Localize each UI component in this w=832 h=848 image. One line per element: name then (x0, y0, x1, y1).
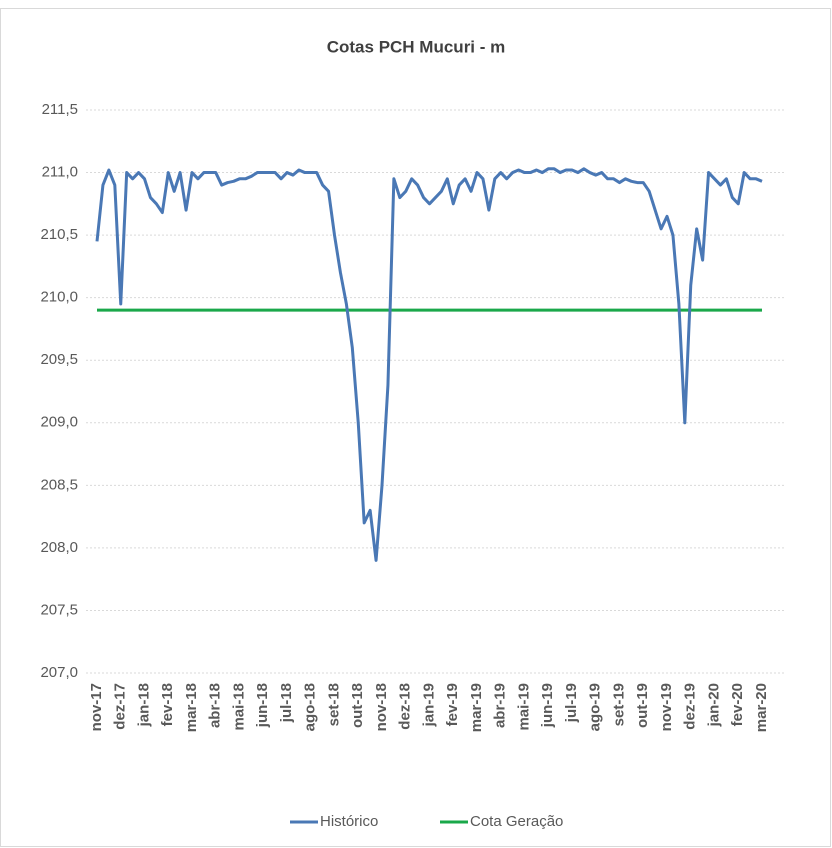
x-tick-label: dez-19 (682, 683, 699, 730)
legend-label: Cota Geração (470, 813, 563, 830)
x-tick-label: mar-18 (183, 683, 200, 732)
y-tick-label: 211,5 (42, 101, 78, 118)
x-tick-label: jun-19 (539, 683, 556, 728)
x-tick-label: ago-18 (302, 683, 319, 731)
x-tick-label: dez-18 (397, 683, 414, 730)
y-tick-label: 211,0 (42, 164, 78, 181)
series-line (95, 167, 763, 562)
x-tick-label: nov-18 (373, 683, 390, 731)
x-tick-label: jul-19 (563, 683, 580, 723)
x-tick-label: dez-17 (112, 683, 129, 730)
x-tick-label: jul-18 (278, 683, 295, 723)
y-tick-label: 208,5 (40, 476, 78, 493)
y-tick-label: 210,5 (40, 226, 78, 243)
x-tick-label: set-18 (325, 683, 342, 726)
x-tick-label: ago-19 (587, 683, 604, 731)
x-tick-label: mai-18 (230, 683, 247, 731)
x-tick-label: mar-19 (468, 683, 485, 732)
x-tick-label: abr-18 (207, 683, 224, 728)
x-tick-label: fev-18 (159, 683, 176, 726)
x-tick-label: fev-20 (729, 683, 746, 726)
x-tick-label: out-18 (349, 683, 366, 728)
x-tick-label: jan-18 (135, 683, 152, 727)
x-tick-label: set-19 (610, 683, 627, 726)
y-tick-label: 207,0 (40, 664, 78, 681)
chart-border (0, 8, 831, 847)
y-tick-label: 209,0 (40, 414, 78, 431)
chart-title: Cotas PCH Mucuri - m (327, 37, 506, 56)
x-tick-label: fev-19 (444, 683, 461, 726)
x-tick-label: abr-19 (492, 683, 509, 728)
x-tick-label: jan-20 (705, 683, 722, 727)
x-tick-label: mai-19 (515, 683, 532, 731)
x-tick-label: jan-19 (420, 683, 437, 727)
x-tick-label: out-19 (634, 683, 651, 728)
x-tick-label: mar-20 (753, 683, 770, 732)
y-tick-label: 209,5 (40, 351, 78, 368)
x-tick-label: jun-18 (254, 683, 271, 728)
legend-label: Histórico (320, 813, 378, 830)
x-tick-label: nov-17 (88, 683, 105, 731)
y-tick-label: 210,0 (40, 289, 78, 306)
y-tick-label: 208,0 (40, 539, 78, 556)
x-tick-label: nov-19 (658, 683, 675, 731)
y-tick-label: 207,5 (40, 601, 78, 618)
